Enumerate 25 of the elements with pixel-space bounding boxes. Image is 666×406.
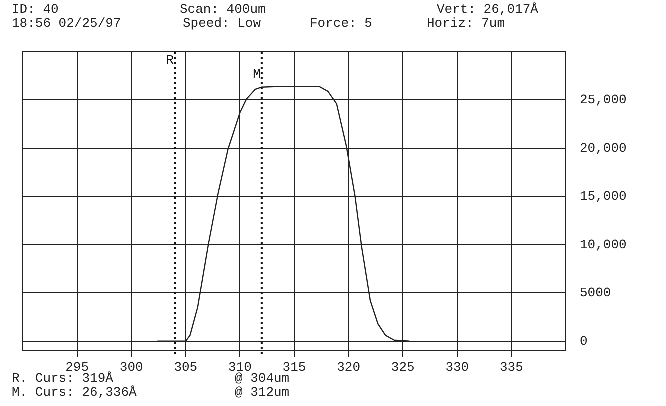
text: ID: 40 (12, 2, 59, 17)
x-tick-label: 305 (174, 360, 198, 376)
x-tick-label: 315 (282, 360, 306, 376)
ref-line-label: R (166, 52, 174, 68)
text: Vert: 26,017Å (437, 2, 538, 17)
x-tick-label: 325 (391, 360, 415, 376)
y-tick-label: 25,000 (580, 92, 627, 108)
x-tick-label: 335 (500, 360, 524, 376)
x-tick-label: 330 (446, 360, 470, 376)
text: 18:56 02/25/97 (12, 16, 122, 31)
text: Speed: Low (183, 16, 262, 31)
x-tick-label: 320 (337, 360, 361, 376)
y-tick-label: 5000 (580, 286, 612, 301)
text: Horiz: 7um (427, 16, 506, 31)
y-tick-label: 15,000 (580, 189, 627, 204)
x-tick-label: 300 (120, 360, 144, 376)
text: R. Curs: 319Å (12, 371, 114, 386)
y-tick-label: 0 (580, 334, 588, 349)
text: Force: 5 (310, 16, 372, 31)
y-tick-label: 20,000 (580, 140, 627, 156)
text: M. Curs: 26,336Å (12, 385, 137, 400)
ref-line-label: M (253, 66, 261, 82)
y-tick-label: 10,000 (580, 237, 627, 252)
text: Scan: 400um (180, 2, 266, 17)
text: @ 312um (235, 385, 290, 400)
